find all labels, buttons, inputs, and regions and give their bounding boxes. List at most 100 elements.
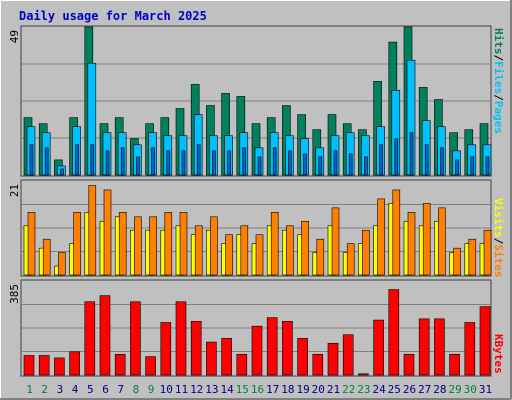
kbytes-bar-3 xyxy=(54,357,65,376)
kbytes-bar-13 xyxy=(206,341,217,376)
kbytes-bar-31 xyxy=(479,306,491,376)
sites-bar-28 xyxy=(438,207,446,276)
pages-bar-23 xyxy=(364,156,368,176)
pages-bar-15 xyxy=(242,147,247,176)
sites-bar-22 xyxy=(346,243,355,276)
x-tick-label-20: 20 xyxy=(312,383,325,396)
chart-title: Daily usage for March 2025 xyxy=(19,9,207,23)
kbytes-bar-14 xyxy=(221,338,232,376)
x-tick-label-18: 18 xyxy=(281,383,294,396)
sites-bar-2 xyxy=(42,238,51,276)
legend-sep-2: / xyxy=(492,94,505,101)
x-tick-label-19: 19 xyxy=(296,383,309,396)
sites-bar-27 xyxy=(422,203,431,276)
kbytes-bar-8 xyxy=(130,301,141,376)
sites-bar-6 xyxy=(103,189,112,276)
sites-bar-4 xyxy=(73,212,81,276)
sites-bar-20 xyxy=(316,238,325,276)
panel-frame-kbytes xyxy=(20,279,492,377)
kbytes-bar-16 xyxy=(251,325,263,376)
sites-bar-31 xyxy=(483,229,492,276)
x-tick-label-25: 25 xyxy=(388,383,401,396)
sites-bar-26 xyxy=(407,212,416,276)
x-tick-label-13: 13 xyxy=(205,383,218,396)
pages-bar-10 xyxy=(166,150,171,176)
legend-sep-3: / xyxy=(492,238,505,245)
sites-bar-5 xyxy=(88,185,97,276)
pages-bar-7 xyxy=(120,147,125,176)
x-tick-label-28: 28 xyxy=(433,383,446,396)
sites-bar-25 xyxy=(392,189,401,276)
x-tick-label-31: 31 xyxy=(479,383,492,396)
sites-bar-29 xyxy=(453,247,461,276)
legend-kbytes: KBytes xyxy=(492,334,505,374)
sites-bar-24 xyxy=(377,198,385,276)
legend-visits: Visits xyxy=(492,198,505,238)
x-tick-label-4: 4 xyxy=(72,383,79,396)
ymax-label-sites: 21 xyxy=(8,184,21,197)
sites-bar-23 xyxy=(362,229,370,276)
x-tick-label-1: 1 xyxy=(26,383,33,396)
pages-bar-19 xyxy=(303,153,307,176)
sites-bar-1 xyxy=(27,212,36,276)
kbytes-bar-21 xyxy=(327,342,339,376)
ymax-label-hits: 49 xyxy=(8,30,21,43)
legend-sites-visits: Visits/Sites xyxy=(492,198,505,278)
x-axis-labels: 1 2 3 4 5 6 7 8 9 10 11 12 13 14 15 16 17 18 19 20 21 22 23 24 2… xyxy=(26,383,492,396)
kbytes-bar-5 xyxy=(84,301,96,376)
sites-bar-19 xyxy=(301,220,309,276)
sites-bar-17 xyxy=(270,212,279,276)
x-tick-label-8: 8 xyxy=(133,383,140,396)
pages-bar-1 xyxy=(29,144,34,176)
x-tick-label-29: 29 xyxy=(448,383,461,396)
kbytes-bar-11 xyxy=(175,301,187,376)
kbytes-bar-9 xyxy=(145,356,156,376)
pages-bar-25 xyxy=(394,138,399,176)
bars-layer xyxy=(22,26,492,376)
kbytes-bar-19 xyxy=(297,338,308,376)
pages-bar-4 xyxy=(75,144,79,176)
x-tick-label-15: 15 xyxy=(236,383,249,396)
kbytes-bar-27 xyxy=(418,318,430,376)
pages-bar-12 xyxy=(196,144,201,176)
x-tick-label-30: 30 xyxy=(464,383,477,396)
kbytes-bar-17 xyxy=(266,317,278,376)
sites-bar-15 xyxy=(240,225,249,276)
kbytes-bar-20 xyxy=(312,353,324,376)
x-tick-label-9: 9 xyxy=(148,383,155,396)
sites-bar-8 xyxy=(134,216,142,276)
pages-bar-16 xyxy=(257,156,262,176)
ymax-label-kbytes: 385 xyxy=(8,284,21,304)
pages-bar-18 xyxy=(288,150,292,176)
sites-bar-21 xyxy=(331,207,340,276)
x-tick-label-11: 11 xyxy=(175,383,188,396)
pages-bar-14 xyxy=(227,150,231,176)
kbytes-bar-18 xyxy=(282,320,293,376)
x-tick-label-27: 27 xyxy=(418,383,431,396)
kbytes-bar-28 xyxy=(434,318,445,376)
sites-bar-30 xyxy=(468,238,477,276)
sites-bar-18 xyxy=(286,225,294,276)
sites-bar-13 xyxy=(210,216,218,276)
x-tick-label-16: 16 xyxy=(251,383,264,396)
pages-bar-6 xyxy=(105,150,110,176)
x-tick-label-22: 22 xyxy=(342,383,355,396)
kbytes-bar-10 xyxy=(160,322,172,376)
kbytes-bar-26 xyxy=(403,353,415,376)
legend-pages: Pages xyxy=(492,101,505,134)
legend-hits: Hits xyxy=(492,28,505,55)
pages-bar-31 xyxy=(485,156,490,176)
panel-frame-hits xyxy=(20,25,492,177)
legend-sep-1: / xyxy=(492,55,505,62)
panel-frame-sites xyxy=(20,179,492,277)
pages-bar-22 xyxy=(348,153,353,176)
x-tick-label-2: 2 xyxy=(41,383,48,396)
pages-bar-2 xyxy=(44,147,49,176)
pages-bar-26 xyxy=(409,132,414,176)
x-tick-label-23: 23 xyxy=(357,383,370,396)
kbytes-bar-24 xyxy=(373,319,384,376)
kbytes-bar-1 xyxy=(23,355,35,376)
pages-bar-3 xyxy=(60,168,64,176)
